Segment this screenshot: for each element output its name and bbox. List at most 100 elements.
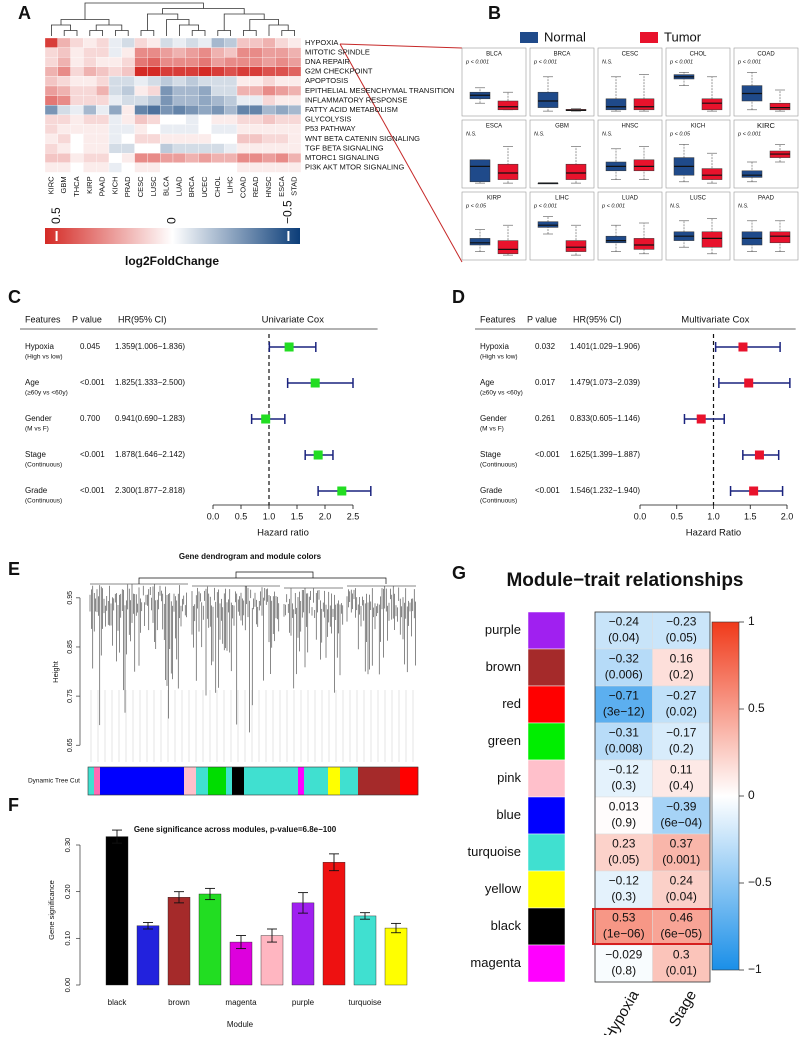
heatmap-cell: [134, 162, 148, 173]
column-label: PRAD: [123, 176, 132, 197]
dendrogram-branch: [84, 2, 204, 20]
heatmap-cell: [96, 95, 110, 106]
heatmap-cell: [211, 105, 225, 115]
column-label: ESCA: [277, 176, 286, 196]
hr-label: 1.479(1.073−2.039): [570, 378, 640, 387]
heatmap-cell: [652, 722, 711, 761]
module-color-strip: [166, 767, 173, 795]
p-annotation: N.S.: [738, 203, 749, 209]
heatmap-cell: [134, 95, 148, 106]
heatmap-cell: [108, 57, 122, 67]
feature-name: Hypoxia: [25, 342, 54, 351]
x-axis-label: Module: [227, 1020, 254, 1029]
facet-title: KIRP: [487, 196, 501, 202]
module-color-strip: [340, 767, 347, 795]
heatmap-cell: [147, 95, 161, 106]
heatmap-cell: [185, 124, 199, 135]
cell-p-value: (0.04): [608, 631, 639, 645]
module-color-strip: [328, 767, 335, 795]
heatmap-cell: [160, 162, 174, 173]
heatmap-cell: [275, 143, 289, 154]
heatmap-cell: [211, 85, 225, 96]
heatmap-cell: [160, 95, 174, 106]
feature-note: (High vs low): [480, 354, 518, 361]
module-color-strip: [262, 767, 269, 795]
heatmap-cell: [121, 143, 135, 154]
heatmap-cell: [185, 143, 199, 154]
heatmap-cell: [96, 85, 110, 96]
dendrogram-branch: [89, 30, 103, 36]
module-color-strip: [124, 767, 131, 795]
heatmap-cell: [70, 133, 84, 144]
heatmap-cell: [288, 143, 302, 154]
cell-p-value: (0.9): [611, 816, 636, 830]
heatmap-cell: [147, 66, 161, 77]
heatmap-cell: [44, 85, 58, 96]
heatmap-cell: [172, 66, 186, 77]
heatmap-cell: [224, 85, 238, 96]
cell-p-value: (1e−06): [603, 927, 645, 941]
cell-p-value: (0.01): [666, 964, 697, 978]
heatmap-cell: [652, 944, 711, 983]
feature-name: Grade: [480, 486, 503, 495]
dendrogram-branch: [223, 13, 265, 31]
module-color-strip: [400, 767, 407, 795]
module-color-strip: [220, 767, 227, 795]
dendrogram-branch: [63, 30, 78, 36]
heatmap-cell: [44, 37, 58, 48]
cell-value: 0.16: [670, 652, 694, 666]
heatmap-cell: [172, 143, 186, 154]
module-color-strip: [334, 767, 341, 795]
heatmap-cell: [262, 37, 276, 48]
x-tick-label: black: [108, 998, 128, 1007]
row-label: brown: [486, 659, 521, 674]
heatmap-cell: [134, 114, 148, 125]
feature-note: (M vs F): [25, 426, 49, 433]
heatmap-cell: [275, 95, 289, 106]
heatmap-cell: [249, 124, 263, 135]
heatmap-cell: [44, 114, 58, 125]
heatmap-cell: [172, 57, 186, 67]
heatmap-cell: [594, 722, 653, 761]
heatmap-cell: [236, 95, 250, 106]
feature-name: Grade: [25, 486, 48, 495]
module-color-strip: [136, 767, 143, 795]
heatmap-cell: [147, 47, 161, 58]
bar: [167, 897, 191, 986]
heatmap-cell: [172, 37, 186, 48]
box: [701, 231, 723, 248]
heatmap-cell: [172, 114, 186, 125]
row-label: MTORC1 SIGNALING: [305, 153, 380, 162]
heatmap-cell: [262, 66, 276, 77]
colorbar-tick-label: 0.5: [49, 207, 63, 224]
box: [469, 159, 491, 183]
module-color-strip: [178, 767, 185, 795]
heatmap-cell: [147, 76, 161, 87]
heatmap-cell: [262, 162, 276, 173]
facet-title: COAD: [757, 52, 775, 58]
y-tick-label: 0.30: [63, 838, 72, 853]
module-swatch: [527, 870, 566, 909]
heatmap-cell: [236, 37, 250, 48]
heatmap-cell: [70, 47, 84, 58]
heatmap-cell: [262, 47, 276, 58]
heatmap-cell: [83, 66, 97, 77]
module-color-strip: [406, 767, 413, 795]
heatmap-cell: [70, 85, 84, 96]
row-label: turquoise: [468, 844, 521, 859]
heatmap-cell: [211, 57, 225, 67]
heatmap-cell: [83, 76, 97, 87]
facet-frame: [733, 191, 799, 261]
heatmap-cell: [288, 105, 302, 115]
heatmap-cell: [288, 66, 302, 77]
box: [701, 98, 723, 111]
facet-title: HNSC: [621, 124, 639, 130]
column-label: KIRC: [46, 176, 55, 195]
heatmap-cell: [121, 57, 135, 67]
heatmap-cell: [160, 114, 174, 125]
column-label: STAD: [290, 176, 299, 196]
heatmap-cell: [83, 133, 97, 144]
heatmap-cell: [594, 759, 653, 798]
feature-note: (Continuous): [480, 498, 517, 505]
heatmap-cell: [249, 76, 263, 87]
